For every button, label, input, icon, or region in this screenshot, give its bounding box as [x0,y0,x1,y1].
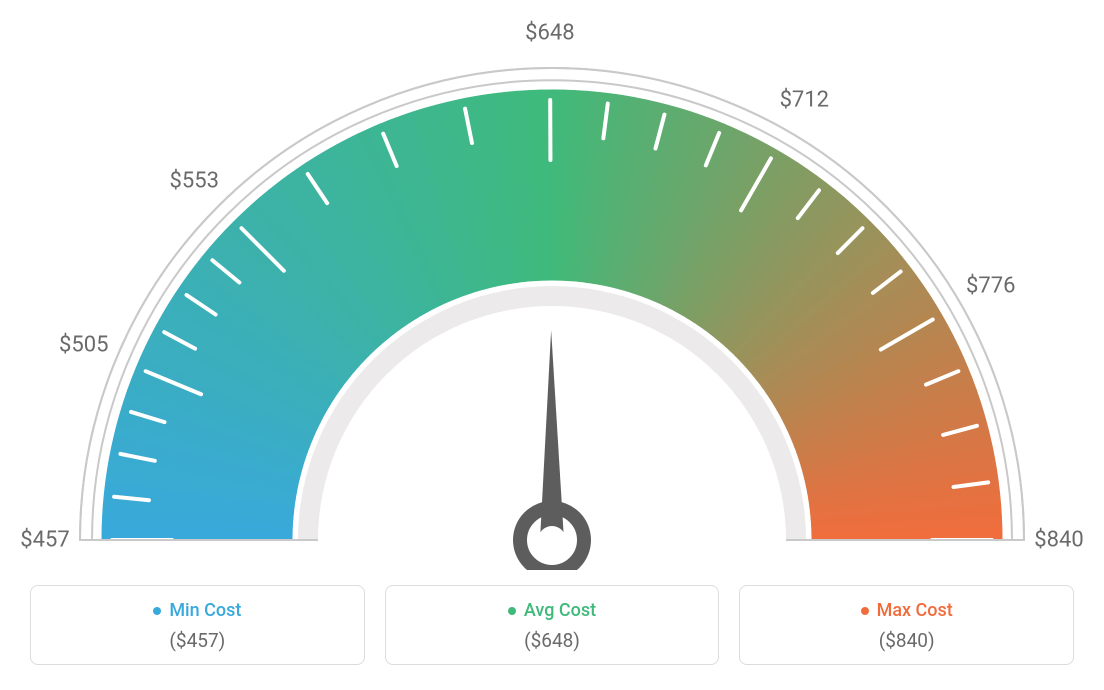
gauge-area: $457 $505 $553 $648 $712 $776 $840 [0,0,1104,570]
legend-label: Min Cost [169,600,241,621]
tick-label: $776 [966,273,1015,298]
legend-value: ($457) [41,629,354,652]
legend-row: Min Cost ($457) Avg Cost ($648) Max Cost… [30,585,1074,666]
tick-label: $648 [525,21,574,46]
legend-label: Max Cost [877,600,953,621]
tick-label: $457 [20,528,69,553]
gauge-svg [0,0,1104,570]
cost-gauge-chart: $457 $505 $553 $648 $712 $776 $840 Min Cost ($… [0,0,1104,690]
tick-label: $505 [59,333,108,358]
legend-title-min: Min Cost [153,600,241,621]
legend-value: ($840) [750,629,1063,652]
tick-label: $712 [780,88,829,113]
dot-icon [508,607,516,615]
legend-card-avg: Avg Cost ($648) [385,585,720,666]
dot-icon [861,607,869,615]
legend-title-avg: Avg Cost [508,600,596,621]
dot-icon [153,607,161,615]
legend-card-max: Max Cost ($840) [739,585,1074,666]
tick-label: $553 [169,168,218,193]
legend-title-max: Max Cost [861,600,953,621]
tick-label: $840 [1034,528,1083,553]
legend-value: ($648) [396,629,709,652]
legend-card-min: Min Cost ($457) [30,585,365,666]
legend-label: Avg Cost [524,600,596,621]
